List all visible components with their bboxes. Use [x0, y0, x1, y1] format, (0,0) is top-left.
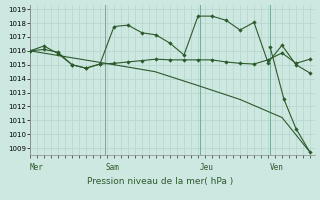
Text: Ven: Ven [270, 163, 284, 172]
Text: Mer: Mer [30, 163, 44, 172]
Text: Sam: Sam [105, 163, 119, 172]
Text: Pression niveau de la mer( hPa ): Pression niveau de la mer( hPa ) [87, 177, 233, 186]
Text: Jeu: Jeu [200, 163, 214, 172]
